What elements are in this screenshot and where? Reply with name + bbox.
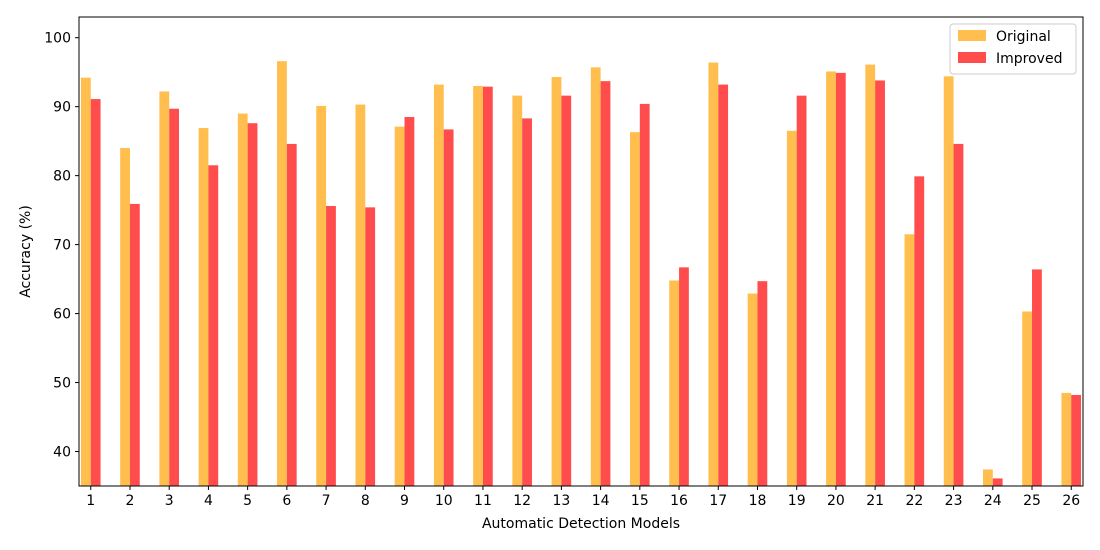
- bar-original-21: [865, 64, 876, 486]
- bar-original-10: [433, 84, 444, 486]
- x-tick-label-18: 18: [749, 493, 767, 509]
- x-tick-label-14: 14: [592, 493, 610, 509]
- y-tick-label-90: 90: [53, 100, 71, 116]
- bar-improved-21: [875, 80, 885, 486]
- plot-frame: [78, 16, 1084, 487]
- bar-improved-13: [561, 95, 572, 486]
- bar-improved-12: [522, 118, 532, 486]
- x-tick-label-24: 24: [984, 493, 1002, 509]
- bar-improved-3: [169, 108, 179, 486]
- legend-swatch-original: [958, 30, 986, 41]
- bar-original-15: [630, 132, 640, 486]
- bar-improved-22: [914, 176, 925, 486]
- y-axis: 40 50 60 70 80 90 100: [44, 31, 79, 461]
- y-axis-label: Accuracy (%): [18, 205, 34, 298]
- bar-original-26: [1061, 392, 1072, 486]
- x-tick-label-4: 4: [204, 493, 213, 509]
- bar-original-19: [786, 130, 797, 487]
- bar-improved-4: [208, 165, 219, 487]
- bar-improved-2: [129, 203, 140, 486]
- bar-improved-19: [796, 95, 807, 486]
- bar-original-6: [277, 61, 287, 486]
- bar-original-23: [943, 76, 954, 486]
- bar-improved-9: [404, 117, 415, 486]
- legend-label-improved: Improved: [996, 51, 1062, 67]
- legend-label-original: Original: [996, 29, 1051, 45]
- bar-improved-15: [639, 103, 650, 487]
- bar-original-11: [473, 85, 483, 486]
- x-tick-label-13: 13: [552, 493, 570, 509]
- bar-improved-20: [835, 72, 846, 487]
- x-tick-label-11: 11: [474, 493, 492, 509]
- legend: Original Improved: [949, 23, 1077, 75]
- bar-improved-1: [90, 99, 101, 486]
- bar-original-3: [159, 91, 170, 487]
- x-tick-label-8: 8: [361, 493, 370, 509]
- x-tick-label-3: 3: [165, 493, 174, 509]
- x-axis-label: Automatic Detection Models: [482, 516, 680, 532]
- x-tick-label-5: 5: [243, 493, 252, 509]
- bar-original-9: [394, 126, 405, 486]
- bar-improved-8: [365, 207, 376, 487]
- y-tick-label-60: 60: [53, 307, 71, 323]
- x-tick-label-21: 21: [866, 493, 884, 509]
- x-tick-label-17: 17: [709, 493, 727, 509]
- bar-improved-6: [286, 143, 297, 486]
- bar-original-7: [316, 105, 327, 486]
- x-tick-label-1: 1: [86, 493, 95, 509]
- bar-original-24: [982, 469, 993, 486]
- x-tick-label-20: 20: [827, 493, 845, 509]
- bar-original-8: [355, 104, 366, 486]
- bar-improved-25: [1032, 269, 1042, 486]
- bar-original-14: [590, 67, 601, 486]
- y-tick-label-40: 40: [53, 445, 71, 461]
- bar-original-13: [551, 77, 562, 486]
- bar-original-20: [826, 71, 836, 487]
- bar-original-5: [237, 113, 248, 486]
- bar-original-12: [512, 95, 523, 486]
- x-tick-label-25: 25: [1023, 493, 1041, 509]
- legend-swatch-improved: [958, 52, 986, 63]
- x-tick-label-7: 7: [322, 493, 331, 509]
- bar-improved-17: [718, 84, 729, 486]
- x-tick-label-10: 10: [435, 493, 453, 509]
- x-tick-label-16: 16: [670, 493, 688, 509]
- x-tick-label-6: 6: [282, 493, 291, 509]
- bar-improved-14: [600, 81, 611, 486]
- x-tick-label-9: 9: [400, 493, 409, 509]
- bar-improved-11: [482, 86, 493, 486]
- bars-layer: [80, 61, 1082, 487]
- bar-original-22: [904, 234, 915, 486]
- bar-improved-23: [953, 143, 964, 486]
- bar-original-25: [1022, 311, 1033, 486]
- bar-original-16: [669, 280, 680, 486]
- bar-improved-10: [443, 129, 454, 487]
- bar-original-2: [120, 148, 130, 487]
- x-tick-label-2: 2: [126, 493, 135, 509]
- bar-original-17: [708, 62, 719, 487]
- x-tick-label-19: 19: [788, 493, 806, 509]
- x-tick-label-22: 22: [905, 493, 923, 509]
- y-tick-label-70: 70: [53, 238, 71, 254]
- bar-original-4: [198, 128, 209, 487]
- y-tick-label-100: 100: [44, 31, 71, 47]
- bar-improved-18: [757, 281, 768, 486]
- y-tick-label-80: 80: [53, 169, 71, 185]
- y-tick-label-50: 50: [53, 376, 71, 392]
- bar-improved-26: [1071, 394, 1082, 486]
- x-axis: 1 2 3 4 5 6 7 8 9 10 11 12 13 14 15 16 17 18 19 20 21 22 23 24 2…: [86, 486, 1080, 509]
- bar-original-1: [80, 77, 91, 486]
- bar-original-18: [747, 293, 758, 486]
- bar-improved-24: [992, 478, 1003, 486]
- x-tick-label-15: 15: [631, 493, 649, 509]
- bar-improved-5: [247, 123, 258, 487]
- bar-improved-7: [326, 205, 336, 487]
- x-tick-label-26: 26: [1062, 493, 1080, 509]
- x-tick-label-23: 23: [945, 493, 963, 509]
- bar-improved-16: [679, 267, 689, 486]
- x-tick-label-12: 12: [513, 493, 531, 509]
